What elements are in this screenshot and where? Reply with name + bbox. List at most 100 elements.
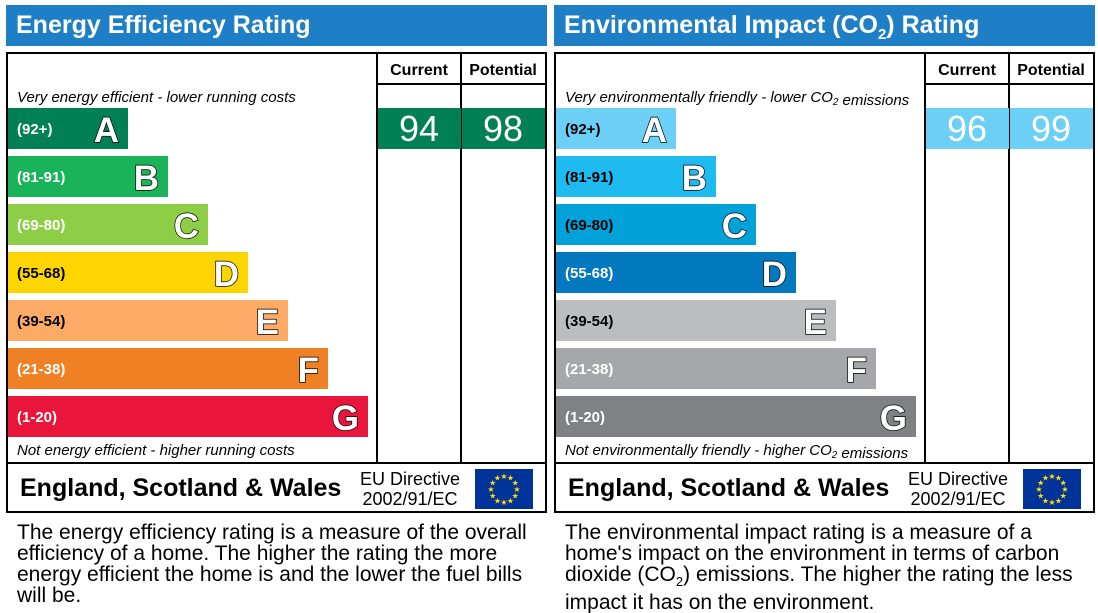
top-note: Very energy efficient - lower running co… xyxy=(17,89,296,106)
band-range-label: (39-54) xyxy=(17,313,65,330)
eu-flag-icon: ★ ★ ★ ★ ★ ★ ★ ★ ★ ★ ★ ★ xyxy=(475,469,533,509)
current-column-header: Current xyxy=(938,62,996,79)
flag-star-icon: ★ xyxy=(494,474,501,483)
band-bar-e xyxy=(8,300,288,341)
current-rating-bar xyxy=(926,108,1009,149)
band-range-label: (81-91) xyxy=(17,169,65,186)
bottom-note: Not energy efficient - higher running co… xyxy=(17,442,295,459)
band-range-label: (39-54) xyxy=(565,313,613,330)
rating-chart-svg: Current Potential Very energy efficient - … xyxy=(8,54,545,462)
flag-background xyxy=(1023,469,1081,509)
potential-rating-value: 99 xyxy=(1031,108,1071,149)
eu-flag-icon: ★ ★ ★ ★ ★ ★ ★ ★ ★ ★ ★ ★ xyxy=(1023,469,1081,509)
band-bar-a xyxy=(8,108,128,149)
flag-star-icon: ★ xyxy=(512,492,519,501)
country-label: England, Scotland & Wales xyxy=(20,474,342,502)
energy-efficiency-description: The energy efficiency rating is a measur… xyxy=(17,521,527,607)
eu-directive: EU Directive 2002/91/EC xyxy=(908,469,1008,509)
band-bar-b xyxy=(8,156,168,197)
flag-star-icon: ★ xyxy=(1042,474,1049,483)
current-rating-value: 94 xyxy=(399,108,439,149)
flag-star-icon: ★ xyxy=(494,496,501,505)
flag-star-icon: ★ xyxy=(1048,498,1055,507)
band-range-label: (81-91) xyxy=(565,169,613,186)
flag-star-icon: ★ xyxy=(1060,479,1067,488)
potential-rating-bar xyxy=(1010,108,1093,149)
flag-star-icon: ★ xyxy=(500,498,507,507)
flag-background xyxy=(475,469,533,509)
flag-star-icon: ★ xyxy=(489,479,496,488)
band-bar-d xyxy=(8,252,248,293)
band-bar-e xyxy=(556,300,836,341)
flag-star-icon: ★ xyxy=(512,479,519,488)
band-range-label: (92+) xyxy=(565,121,600,138)
energy-efficiency-title: Energy Efficiency Rating xyxy=(6,5,547,46)
environmental-impact-footer: England, Scotland & Wales EU Directive 2… xyxy=(554,462,1095,513)
band-range-label: (92+) xyxy=(17,121,52,138)
band-letter-b: B xyxy=(682,159,707,198)
band-letter-a: A xyxy=(94,111,119,150)
potential-rating-bar xyxy=(462,108,545,149)
band-range-label: (69-80) xyxy=(565,217,613,234)
top-note: Very environmentally friendly - lower CO… xyxy=(565,89,910,109)
band-bar-f xyxy=(8,348,328,389)
band-letter-f: F xyxy=(846,351,867,390)
band-letter-g: G xyxy=(332,399,359,438)
band-range-label: (1-20) xyxy=(17,409,57,426)
band-bar-f xyxy=(556,348,876,389)
flag-star-icon: ★ xyxy=(500,472,507,481)
band-bar-c xyxy=(8,204,208,245)
flag-star-icon: ★ xyxy=(489,492,496,501)
band-letter-a: A xyxy=(642,111,667,150)
band-letter-d: D xyxy=(762,255,787,294)
band-letter-c: C xyxy=(174,207,199,246)
band-letter-g: G xyxy=(880,399,907,438)
flag-star-icon: ★ xyxy=(1037,492,1044,501)
environmental-impact-description: The environmental impact rating is a mea… xyxy=(565,521,1073,613)
flag-star-icon: ★ xyxy=(513,485,520,494)
environmental-impact-title: Environmental Impact (CO2) Rating xyxy=(554,5,1095,46)
band-letter-d: D xyxy=(214,255,239,294)
band-range-label: (1-20) xyxy=(565,409,605,426)
potential-column-header: Potential xyxy=(1017,62,1085,79)
band-bar-c xyxy=(556,204,756,245)
current-rating-bar xyxy=(378,108,461,149)
energy-efficiency-footer: England, Scotland & Wales EU Directive 2… xyxy=(6,462,547,513)
environmental-impact-chart: Current Potential Very environmentally fri… xyxy=(554,52,1095,464)
country-label: England, Scotland & Wales xyxy=(568,474,890,502)
flag-star-icon: ★ xyxy=(1055,474,1062,483)
potential-column-header: Potential xyxy=(469,62,537,79)
band-letter-f: F xyxy=(298,351,319,390)
flag-star-icon: ★ xyxy=(1037,479,1044,488)
eu-directive-line2: 2002/91/EC xyxy=(910,489,1006,509)
environmental-impact-panel: Environmental Impact (CO2) Rating Curren… xyxy=(554,0,1095,613)
flag-star-icon: ★ xyxy=(507,474,514,483)
rating-chart-svg: Current Potential Very environmentally fri… xyxy=(556,54,1093,462)
band-bar-b xyxy=(556,156,716,197)
flag-star-icon: ★ xyxy=(1048,472,1055,481)
band-letter-e: E xyxy=(804,303,827,342)
band-range-label: (69-80) xyxy=(17,217,65,234)
potential-rating-value: 98 xyxy=(483,108,523,149)
band-bar-g xyxy=(8,396,368,437)
eu-directive: EU Directive 2002/91/EC xyxy=(360,469,460,509)
band-range-label: (21-38) xyxy=(565,361,613,378)
eu-directive-line1: EU Directive xyxy=(360,469,461,489)
current-rating-value: 96 xyxy=(947,108,987,149)
energy-efficiency-chart: Current Potential Very energy efficient - … xyxy=(6,52,547,464)
band-bar-d xyxy=(556,252,796,293)
band-range-label: (55-68) xyxy=(565,265,613,282)
band-letter-e: E xyxy=(256,303,279,342)
flag-star-icon: ★ xyxy=(1060,492,1067,501)
bottom-note: Not environmentally friendly - higher CO… xyxy=(565,442,909,462)
flag-star-icon: ★ xyxy=(1061,485,1068,494)
eu-directive-line2: 2002/91/EC xyxy=(362,489,458,509)
band-range-label: (21-38) xyxy=(17,361,65,378)
flag-star-icon: ★ xyxy=(1035,485,1042,494)
eu-directive-line1: EU Directive xyxy=(908,469,1009,489)
flag-star-icon: ★ xyxy=(487,485,494,494)
band-letter-b: B xyxy=(134,159,159,198)
band-bar-g xyxy=(556,396,916,437)
band-range-label: (55-68) xyxy=(17,265,65,282)
eu-flag-svg: ★ ★★★★★★★★★★★ xyxy=(475,469,533,509)
